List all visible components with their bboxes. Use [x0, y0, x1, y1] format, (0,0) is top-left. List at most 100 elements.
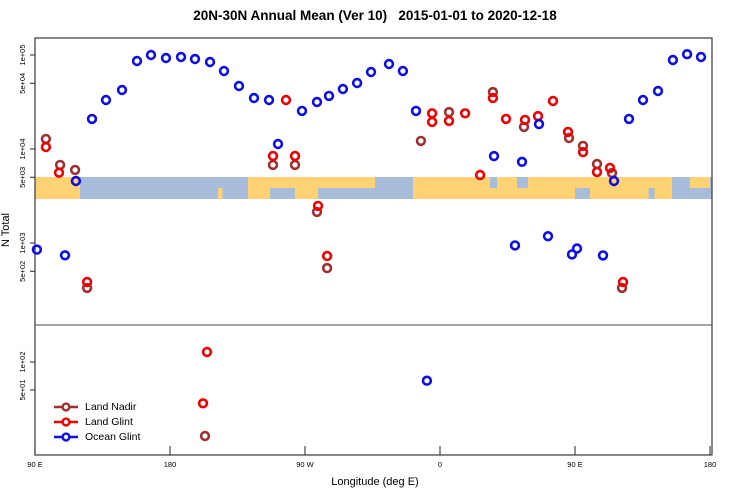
data-point-land-glint — [500, 113, 512, 125]
data-point-land-nadir — [321, 262, 333, 274]
data-point-ocean-glint — [597, 250, 609, 261]
data-point-land-glint — [267, 150, 279, 162]
legend-item-land-nadir: Land Nadir — [53, 399, 140, 414]
y-tick-label: 1e+04 — [18, 138, 27, 159]
data-point-land-glint — [474, 169, 486, 181]
data-point-ocean-glint — [351, 77, 363, 89]
ocean-glint-marker-icon — [54, 431, 78, 442]
data-point-ocean-glint — [566, 249, 578, 260]
data-point-ocean-glint — [421, 375, 433, 386]
data-point-land-nadir — [199, 430, 211, 442]
map-band-ocean-patch — [516, 177, 529, 188]
data-point-ocean-glint — [204, 56, 216, 68]
chart-title: 20N-30N Annual Mean (Ver 10) 2015-01-01 … — [193, 8, 557, 23]
legend: Land Nadir Land Glint Ocean Glint — [53, 399, 140, 444]
data-point-land-nadir — [40, 133, 52, 145]
data-point-ocean-glint — [311, 96, 323, 108]
data-point-land-glint — [459, 108, 471, 119]
data-point-land-glint — [604, 162, 616, 174]
data-point-land-nadir — [577, 140, 589, 152]
data-point-ocean-glint — [608, 175, 620, 187]
data-point-ocean-glint — [542, 231, 554, 242]
legend-label: Land Nadir — [85, 400, 137, 413]
land-nadir-marker-icon — [54, 401, 78, 412]
data-point-land-glint — [312, 200, 324, 212]
x-tick-label: 0 — [438, 460, 442, 469]
legend-label: Ocean Glint — [85, 430, 141, 443]
x-tick-label: 180 — [704, 460, 717, 469]
data-point-land-glint — [577, 146, 589, 158]
data-point-land-glint — [443, 115, 455, 127]
y-tick-label: 1e+03 — [18, 232, 27, 253]
data-point-ocean-glint — [218, 65, 230, 77]
x-tick-label: 90 E — [567, 460, 582, 469]
data-point-ocean-glint — [337, 83, 349, 95]
map-band-land — [318, 177, 376, 188]
x-tick-label: 180 — [164, 460, 177, 469]
land-glint-marker-icon — [54, 416, 78, 427]
data-point-ocean-glint — [272, 138, 284, 150]
data-point-land-glint — [197, 398, 209, 409]
data-point-land-glint — [289, 150, 301, 162]
data-point-ocean-glint — [397, 65, 409, 77]
y-tick-label: 5e+04 — [18, 73, 27, 94]
y-tick-label: 5e+01 — [18, 379, 27, 400]
data-point-land-nadir — [267, 159, 279, 171]
y-tick-label: 1e+02 — [18, 351, 27, 372]
data-point-ocean-glint — [695, 51, 707, 63]
data-point-ocean-glint — [383, 58, 395, 70]
data-point-land-nadir — [415, 135, 427, 147]
map-band-land — [35, 177, 80, 199]
x-axis-label: Longitude (deg E) — [331, 476, 419, 488]
data-point-land-nadir — [487, 86, 499, 98]
data-point-ocean-glint — [667, 54, 679, 66]
x-tick-label: 90 E — [27, 460, 42, 469]
map-band-land — [690, 177, 710, 188]
data-point-land-glint — [562, 126, 574, 138]
data-point-land-glint — [40, 141, 52, 153]
data-point-land-nadir — [563, 132, 575, 144]
data-point-land-glint — [532, 110, 544, 122]
data-point-land-glint — [519, 114, 531, 126]
data-point-ocean-glint — [509, 240, 521, 251]
x-tick-label: 90 W — [296, 460, 314, 469]
data-point-land-glint — [426, 116, 438, 128]
data-point-ocean-glint — [233, 80, 245, 92]
data-point-land-glint — [280, 94, 292, 106]
data-point-land-glint — [426, 108, 438, 119]
data-point-ocean-glint — [488, 150, 500, 162]
map-band-land — [413, 177, 673, 199]
data-point-ocean-glint — [31, 244, 43, 255]
data-point-ocean-glint — [323, 90, 335, 102]
data-point-land-glint — [81, 276, 93, 288]
data-point-ocean-glint — [189, 53, 201, 65]
legend-label: Land Glint — [85, 415, 133, 428]
data-point-land-glint — [591, 166, 603, 178]
data-point-ocean-glint — [681, 48, 693, 60]
y-tick-label: 5e+02 — [18, 261, 27, 282]
data-point-ocean-glint — [296, 105, 308, 117]
map-band-land — [248, 177, 271, 199]
data-point-ocean-glint — [652, 85, 664, 97]
map-band-ocean-patch — [648, 188, 655, 199]
data-point-land-glint — [487, 92, 499, 104]
map-band-ocean-patch — [575, 188, 590, 199]
data-point-land-nadir — [616, 282, 628, 294]
data-point-land-nadir — [81, 282, 93, 294]
data-point-ocean-glint — [145, 49, 157, 61]
plot-border — [34, 37, 713, 456]
data-point-ocean-glint — [160, 52, 172, 64]
y-tick-label: 1e+05 — [18, 44, 27, 65]
data-point-ocean-glint — [86, 113, 98, 125]
map-band-land — [294, 177, 319, 199]
data-point-land-glint — [201, 346, 213, 358]
data-point-ocean-glint — [571, 243, 583, 254]
data-point-ocean-glint — [410, 105, 422, 117]
data-point-ocean-glint — [59, 250, 71, 261]
data-point-ocean-glint — [175, 51, 187, 63]
map-band-land — [218, 188, 223, 199]
data-point-ocean-glint — [116, 84, 128, 96]
y-tick-label: 5e+03 — [18, 167, 27, 188]
